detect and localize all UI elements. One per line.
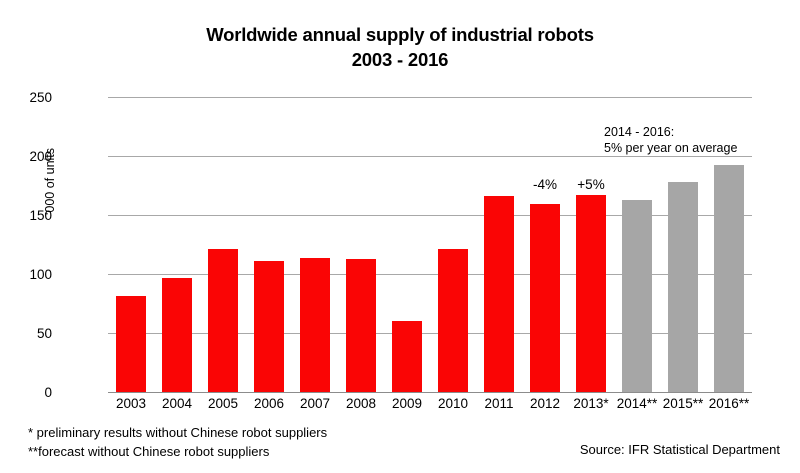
bar-2005[interactable] xyxy=(208,249,238,392)
bar-label-2012: -4% xyxy=(532,177,557,192)
y-tick-label-200: 200 xyxy=(29,149,52,164)
x-tick-label-2012: 2012 xyxy=(529,396,561,411)
axis-baseline xyxy=(108,392,752,393)
gridline-100 xyxy=(108,274,752,275)
bar-2006[interactable] xyxy=(254,261,284,392)
bar-2014[interactable] xyxy=(622,199,652,392)
plot-area: -4% +5% xyxy=(108,97,752,393)
bar-2011[interactable] xyxy=(484,196,514,392)
x-tick-label-2003: 2003 xyxy=(115,396,147,411)
x-axis-tick-labels: 2003 2004 2005 2006 2007 2008 2009 2010 … xyxy=(108,396,752,418)
footnote-forecast: **forecast without Chinese robot supplie… xyxy=(28,444,270,459)
bar-2016[interactable] xyxy=(714,165,744,392)
chart-title-line1: Worldwide annual supply of industrial ro… xyxy=(206,24,594,45)
x-tick-label-2009: 2009 xyxy=(391,396,423,411)
source-note: Source: IFR Statistical Department xyxy=(579,442,780,457)
x-tick-label-2011: 2011 xyxy=(484,396,514,411)
gridline-150 xyxy=(108,215,752,216)
chart-title: Worldwide annual supply of industrial ro… xyxy=(0,22,800,72)
bar-2015[interactable] xyxy=(668,182,698,392)
y-tick-label-150: 150 xyxy=(29,208,52,223)
x-tick-label-2016: 2016** xyxy=(708,396,750,411)
x-tick-label-2015: 2015** xyxy=(662,396,704,411)
bar-2009[interactable] xyxy=(392,321,422,392)
gridline-250 xyxy=(108,97,752,98)
y-tick-label-100: 100 xyxy=(29,267,52,282)
forecast-callout-line1: 2014 - 2016: xyxy=(604,125,675,139)
forecast-callout-line2: 5% per year on average xyxy=(604,141,738,155)
bar-2010[interactable] xyxy=(438,249,468,392)
y-tick-label-0: 0 xyxy=(44,385,52,400)
x-tick-label-2013: 2013* xyxy=(573,396,609,411)
x-tick-label-2005: 2005 xyxy=(207,396,239,411)
bar-2012[interactable] xyxy=(530,204,560,392)
bar-2013[interactable] xyxy=(576,194,606,392)
bar-2004[interactable] xyxy=(162,277,192,392)
bar-label-2013: +5% xyxy=(577,177,605,192)
y-tick-label-250: 250 xyxy=(29,90,52,105)
gridline-50 xyxy=(108,333,752,334)
x-tick-label-2007: 2007 xyxy=(299,396,331,411)
y-tick-label-50: 50 xyxy=(36,326,52,341)
x-tick-label-2004: 2004 xyxy=(161,396,193,411)
y-axis-tick-labels: 250 200 150 100 50 0 xyxy=(0,0,108,473)
chart-title-line2: 2003 - 2016 xyxy=(351,49,449,70)
gridline-200 xyxy=(108,156,752,157)
x-tick-label-2010: 2010 xyxy=(437,396,469,411)
bar-2008[interactable] xyxy=(346,258,376,392)
forecast-callout: 2014 - 2016: 5% per year on average xyxy=(604,124,737,156)
x-tick-label-2008: 2008 xyxy=(345,396,377,411)
x-tick-label-2014: 2014** xyxy=(616,396,658,411)
x-tick-label-2006: 2006 xyxy=(253,396,285,411)
footnotes: * preliminary results without Chinese ro… xyxy=(28,423,327,461)
footnote-preliminary: * preliminary results without Chinese ro… xyxy=(28,425,328,440)
bar-2003[interactable] xyxy=(116,296,146,392)
bar-2007[interactable] xyxy=(300,257,330,392)
